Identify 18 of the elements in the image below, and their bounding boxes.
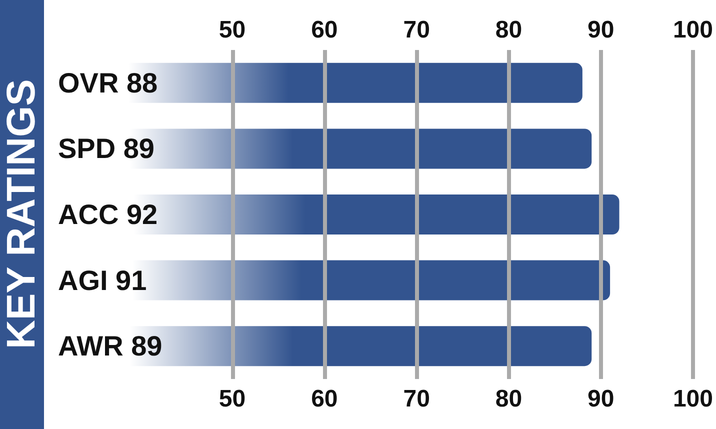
x-tick-label: 50 [218, 386, 246, 412]
x-tick-label: 60 [311, 386, 338, 412]
x2-tick-label: 90 [587, 16, 614, 44]
y-tick-label: ACC 92 [58, 199, 158, 230]
x-tick-label: 70 [403, 386, 430, 412]
x2-tick-label: 100 [672, 16, 713, 44]
text: KEY RATINGS [0, 79, 44, 349]
y-tick-label: SPD 89 [58, 133, 154, 164]
x-tick-label: 80 [495, 386, 522, 412]
x-tick-label: 90 [587, 386, 614, 412]
y-tick-label: AGI 91 [58, 264, 147, 296]
x2-tick-label: 80 [495, 16, 522, 44]
y-tick-label: AWR 89 [58, 330, 162, 362]
y-tick-label: OVR 88 [58, 67, 158, 98]
x2-tick-label: 70 [403, 16, 430, 44]
x-tick-label: 100 [672, 386, 713, 412]
x2-tick-label: 60 [311, 16, 338, 44]
x2-tick-label: 50 [218, 16, 246, 44]
